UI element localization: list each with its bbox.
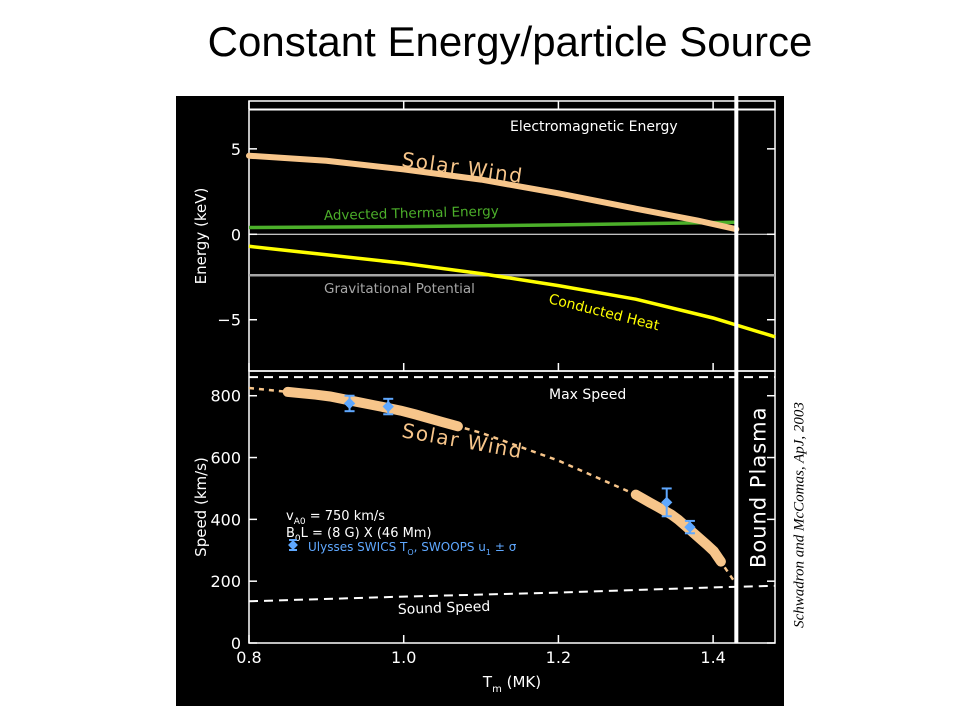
legend-ulysses-sub-1: 1 — [486, 548, 491, 557]
legend-field-symbol: B — [286, 526, 295, 541]
sound-speed-label: Sound Speed — [398, 599, 491, 618]
ulysses-point — [661, 487, 673, 518]
conducted-heat-line — [248, 244, 776, 339]
legend-field-subscript: 0 — [295, 534, 301, 544]
ulysses-point — [684, 519, 696, 535]
speed-axis-label: Speed (km/s) — [192, 457, 210, 557]
ulysses-data-points — [343, 394, 696, 535]
speed-y-tick-label: 0 — [231, 634, 241, 653]
temperature-axis-unit: (MK) — [502, 673, 541, 691]
electromagnetic-energy-label: Electromagnetic Energy — [510, 119, 678, 135]
parameter-legend: vA0 = 750 km/s B0L = (8 G) X (46 Mm) Uly… — [286, 509, 517, 557]
citation-text: Schwadron and McComas, ApJ, 2003 — [791, 402, 808, 628]
temperature-axis-symbol: T — [482, 673, 493, 691]
speed-y-tick-label: 200 — [210, 572, 241, 591]
ulysses-point — [382, 397, 394, 416]
slide-title: Constant Energy/particle Source — [207, 18, 813, 65]
speed-y-tick-label: 600 — [210, 449, 241, 468]
solar-wind-band-high-temperature — [630, 489, 726, 567]
ulysses-point — [343, 394, 356, 413]
legend-marker-diamond — [288, 540, 298, 550]
speed-x-tick-label: 1.0 — [391, 648, 416, 667]
energy-y-ticks: 5 0 −5 — [217, 140, 775, 330]
solar-wind-energy-line — [246, 152, 740, 233]
legend-ulysses-swics: Ulysses SWICS T — [308, 540, 408, 554]
solar-wind-band-low-temperature — [282, 386, 463, 432]
legend-alfven-value: = 750 km/s — [306, 509, 386, 524]
legend-alfven-symbol: v — [286, 509, 294, 524]
energy-x-ticks — [248, 101, 714, 371]
speed-y-tick-label: 400 — [210, 510, 241, 529]
speed-y-tick-label: 800 — [210, 387, 241, 406]
speed-y-ticks: 0 200 400 600 800 — [210, 387, 775, 653]
ulysses-marker — [661, 496, 673, 509]
speed-x-ticks: 0.8 1.0 1.2 1.4 — [236, 635, 726, 667]
legend-field-value: L = (8 G) X (46 Mm) — [301, 526, 432, 541]
legend-ulysses-text: Ulysses SWICS TO, SWOOPS u1 ± σ — [308, 540, 517, 557]
temperature-axis-label: Tm (MK) — [482, 673, 541, 695]
legend-field-length: B0L = (8 G) X (46 Mm) — [286, 526, 432, 544]
legend-ulysses-sigma: ± σ — [491, 540, 517, 554]
gravitational-potential-label: Gravitational Potential — [324, 281, 475, 297]
energy-y-tick-label: 5 — [231, 140, 241, 159]
max-speed-label: Max Speed — [549, 387, 626, 403]
legend-ulysses-sub-o: O — [407, 548, 413, 557]
solar-wind-figure: 50−5 Electromagnetic Energy Solar Wind A… — [176, 96, 784, 706]
advected-thermal-energy-line — [248, 220, 737, 230]
temperature-axis-subscript: m — [492, 684, 502, 695]
energy-y-tick-label: 0 — [231, 225, 241, 244]
legend-alfven-speed: vA0 = 750 km/s — [286, 509, 385, 527]
ulysses-marker — [684, 521, 696, 533]
speed-x-tick-label: 1.4 — [700, 648, 725, 667]
legend-alfven-subscript: A0 — [294, 517, 306, 527]
legend-ulysses-marker — [288, 539, 298, 551]
advected-thermal-energy-label: Advected Thermal Energy — [324, 203, 499, 224]
speed-panel-frame — [248, 370, 776, 644]
speed-x-tick-label: 1.2 — [546, 648, 571, 667]
figure-background — [176, 96, 784, 706]
ulysses-marker — [382, 400, 394, 413]
speed-x-tick-label: 0.8 — [236, 648, 261, 667]
ulysses-marker — [343, 397, 356, 410]
legend-ulysses-swoops: , SWOOPS u — [414, 540, 486, 554]
energy-axis-label: Energy (keV) — [192, 188, 210, 285]
sound-speed-line — [248, 584, 776, 603]
energy-y-tick-label: −5 — [217, 311, 241, 330]
bound-plasma-label: Bound Plasma — [746, 406, 770, 568]
